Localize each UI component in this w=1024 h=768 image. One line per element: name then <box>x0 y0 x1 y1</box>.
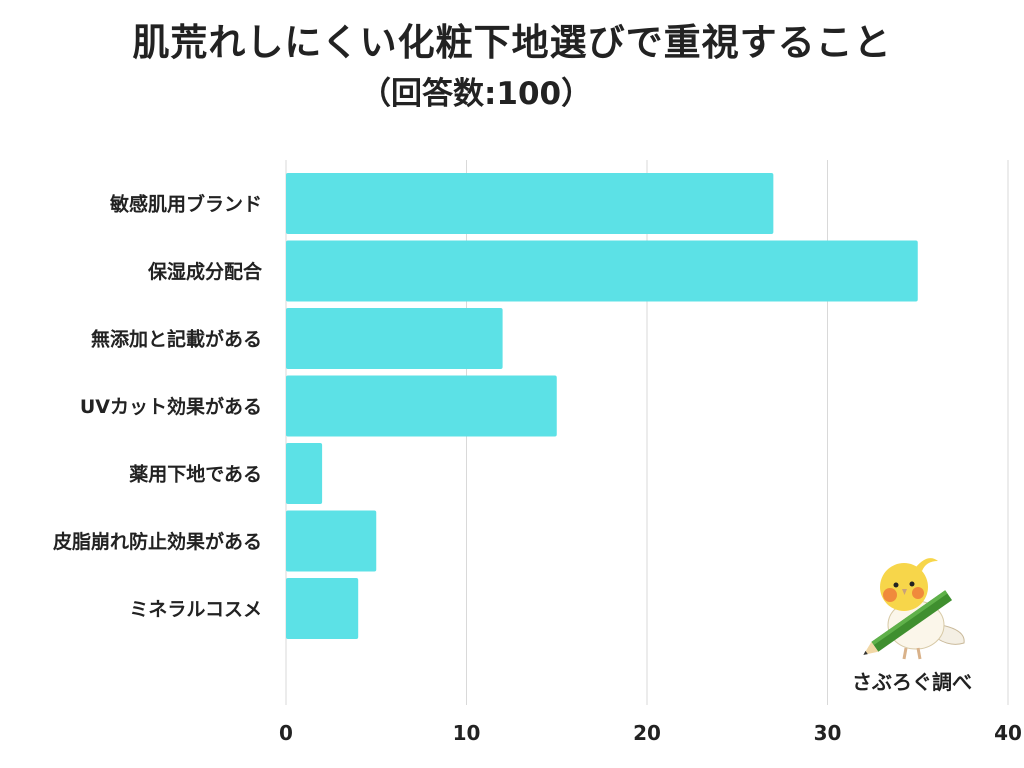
bar-3 <box>286 308 503 369</box>
category-label: 敏感肌用ブランド <box>109 193 262 216</box>
x-tick-label: 30 <box>814 721 842 745</box>
bird-with-pencil-icon <box>863 558 965 660</box>
x-tick-label: 10 <box>453 721 481 745</box>
bar-1 <box>286 173 774 234</box>
bar-6 <box>286 510 377 572</box>
bar-5 <box>286 443 323 504</box>
category-label: ミネラルコスメ <box>129 599 262 621</box>
category-label: 保湿成分配合 <box>147 260 263 283</box>
category-label: UVカット効果がある <box>80 395 262 418</box>
bar-4 <box>286 375 557 437</box>
bar-2 <box>286 240 918 302</box>
bar-7 <box>286 578 359 639</box>
x-tick-label: 20 <box>633 721 661 745</box>
category-label: 皮脂崩れ防止効果がある <box>53 530 262 553</box>
source-credit: さぶろぐ調べ <box>852 670 972 694</box>
chart-title: 肌荒れしにくい化粧下地選びで重視すること <box>132 21 892 64</box>
x-tick-label: 0 <box>279 721 293 745</box>
chart-subtitle: （回答数:100） <box>360 76 593 112</box>
category-label: 薬用下地である <box>128 463 262 486</box>
category-label: 無添加と記載がある <box>91 328 262 351</box>
x-tick-label: 40 <box>994 721 1022 745</box>
